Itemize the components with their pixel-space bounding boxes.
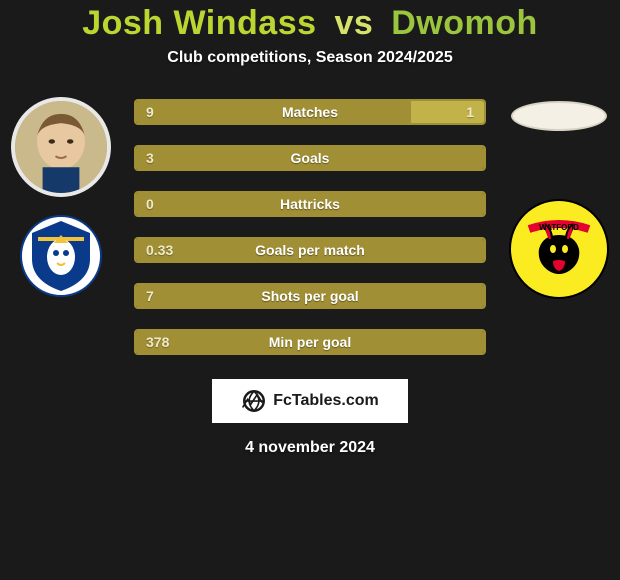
stat-bar: 378 Min per goal [134, 329, 486, 355]
stat-bar: 0.33 Goals per match [134, 237, 486, 263]
left-column [6, 97, 116, 297]
stat-value-left: 9 [146, 104, 154, 120]
stat-label: Min per goal [269, 334, 351, 350]
stat-bar: 0 Hattricks [134, 191, 486, 217]
watford-crest-icon: WATFORD [509, 199, 609, 299]
watermark-text: FcTables.com [273, 392, 379, 410]
date-label: 4 november 2024 [245, 439, 375, 457]
player1-name: Josh Windass [82, 4, 316, 42]
stat-label: Matches [282, 104, 338, 120]
vs-label: vs [334, 4, 373, 42]
player1-face-icon [15, 97, 107, 197]
player2-club-crest: WATFORD [509, 199, 609, 299]
player2-avatar [511, 101, 607, 131]
stat-value-left: 0 [146, 196, 154, 212]
stat-bar: 9 1 Matches [134, 99, 486, 125]
player1-avatar [11, 97, 111, 197]
stat-label: Shots per goal [261, 288, 358, 304]
watermark: FcTables.com [210, 377, 410, 425]
stat-label: Goals per match [255, 242, 365, 258]
stat-value-left: 378 [146, 334, 169, 350]
bar-fill-left [136, 101, 411, 123]
subtitle: Club competitions, Season 2024/2025 [167, 49, 452, 67]
content-wrapper: Josh Windass vs Dwomoh Club competitions… [0, 0, 620, 580]
player1-club-crest [20, 215, 102, 297]
stat-value-left: 0.33 [146, 242, 173, 258]
stat-bar: 7 Shots per goal [134, 283, 486, 309]
page-title: Josh Windass vs Dwomoh [82, 4, 538, 43]
sheffield-wednesday-crest-icon [20, 215, 102, 297]
stat-bar: 3 Goals [134, 145, 486, 171]
stat-value-right: 1 [466, 104, 474, 120]
fctables-logo-icon [241, 388, 267, 414]
stat-value-left: 7 [146, 288, 154, 304]
bottom-area: FcTables.com 4 november 2024 [0, 367, 620, 457]
player2-name: Dwomoh [391, 4, 538, 42]
stat-label: Hattricks [280, 196, 340, 212]
stat-value-left: 3 [146, 150, 154, 166]
stat-label: Goals [291, 150, 330, 166]
comparison-stage: WATFORD 9 1 Matches 3 Goals 0 Hattricks 0.33 Goa… [0, 67, 620, 580]
right-column: WATFORD [504, 97, 614, 299]
stat-bars: 9 1 Matches 3 Goals 0 Hattricks 0.33 Goals per m… [134, 99, 486, 355]
